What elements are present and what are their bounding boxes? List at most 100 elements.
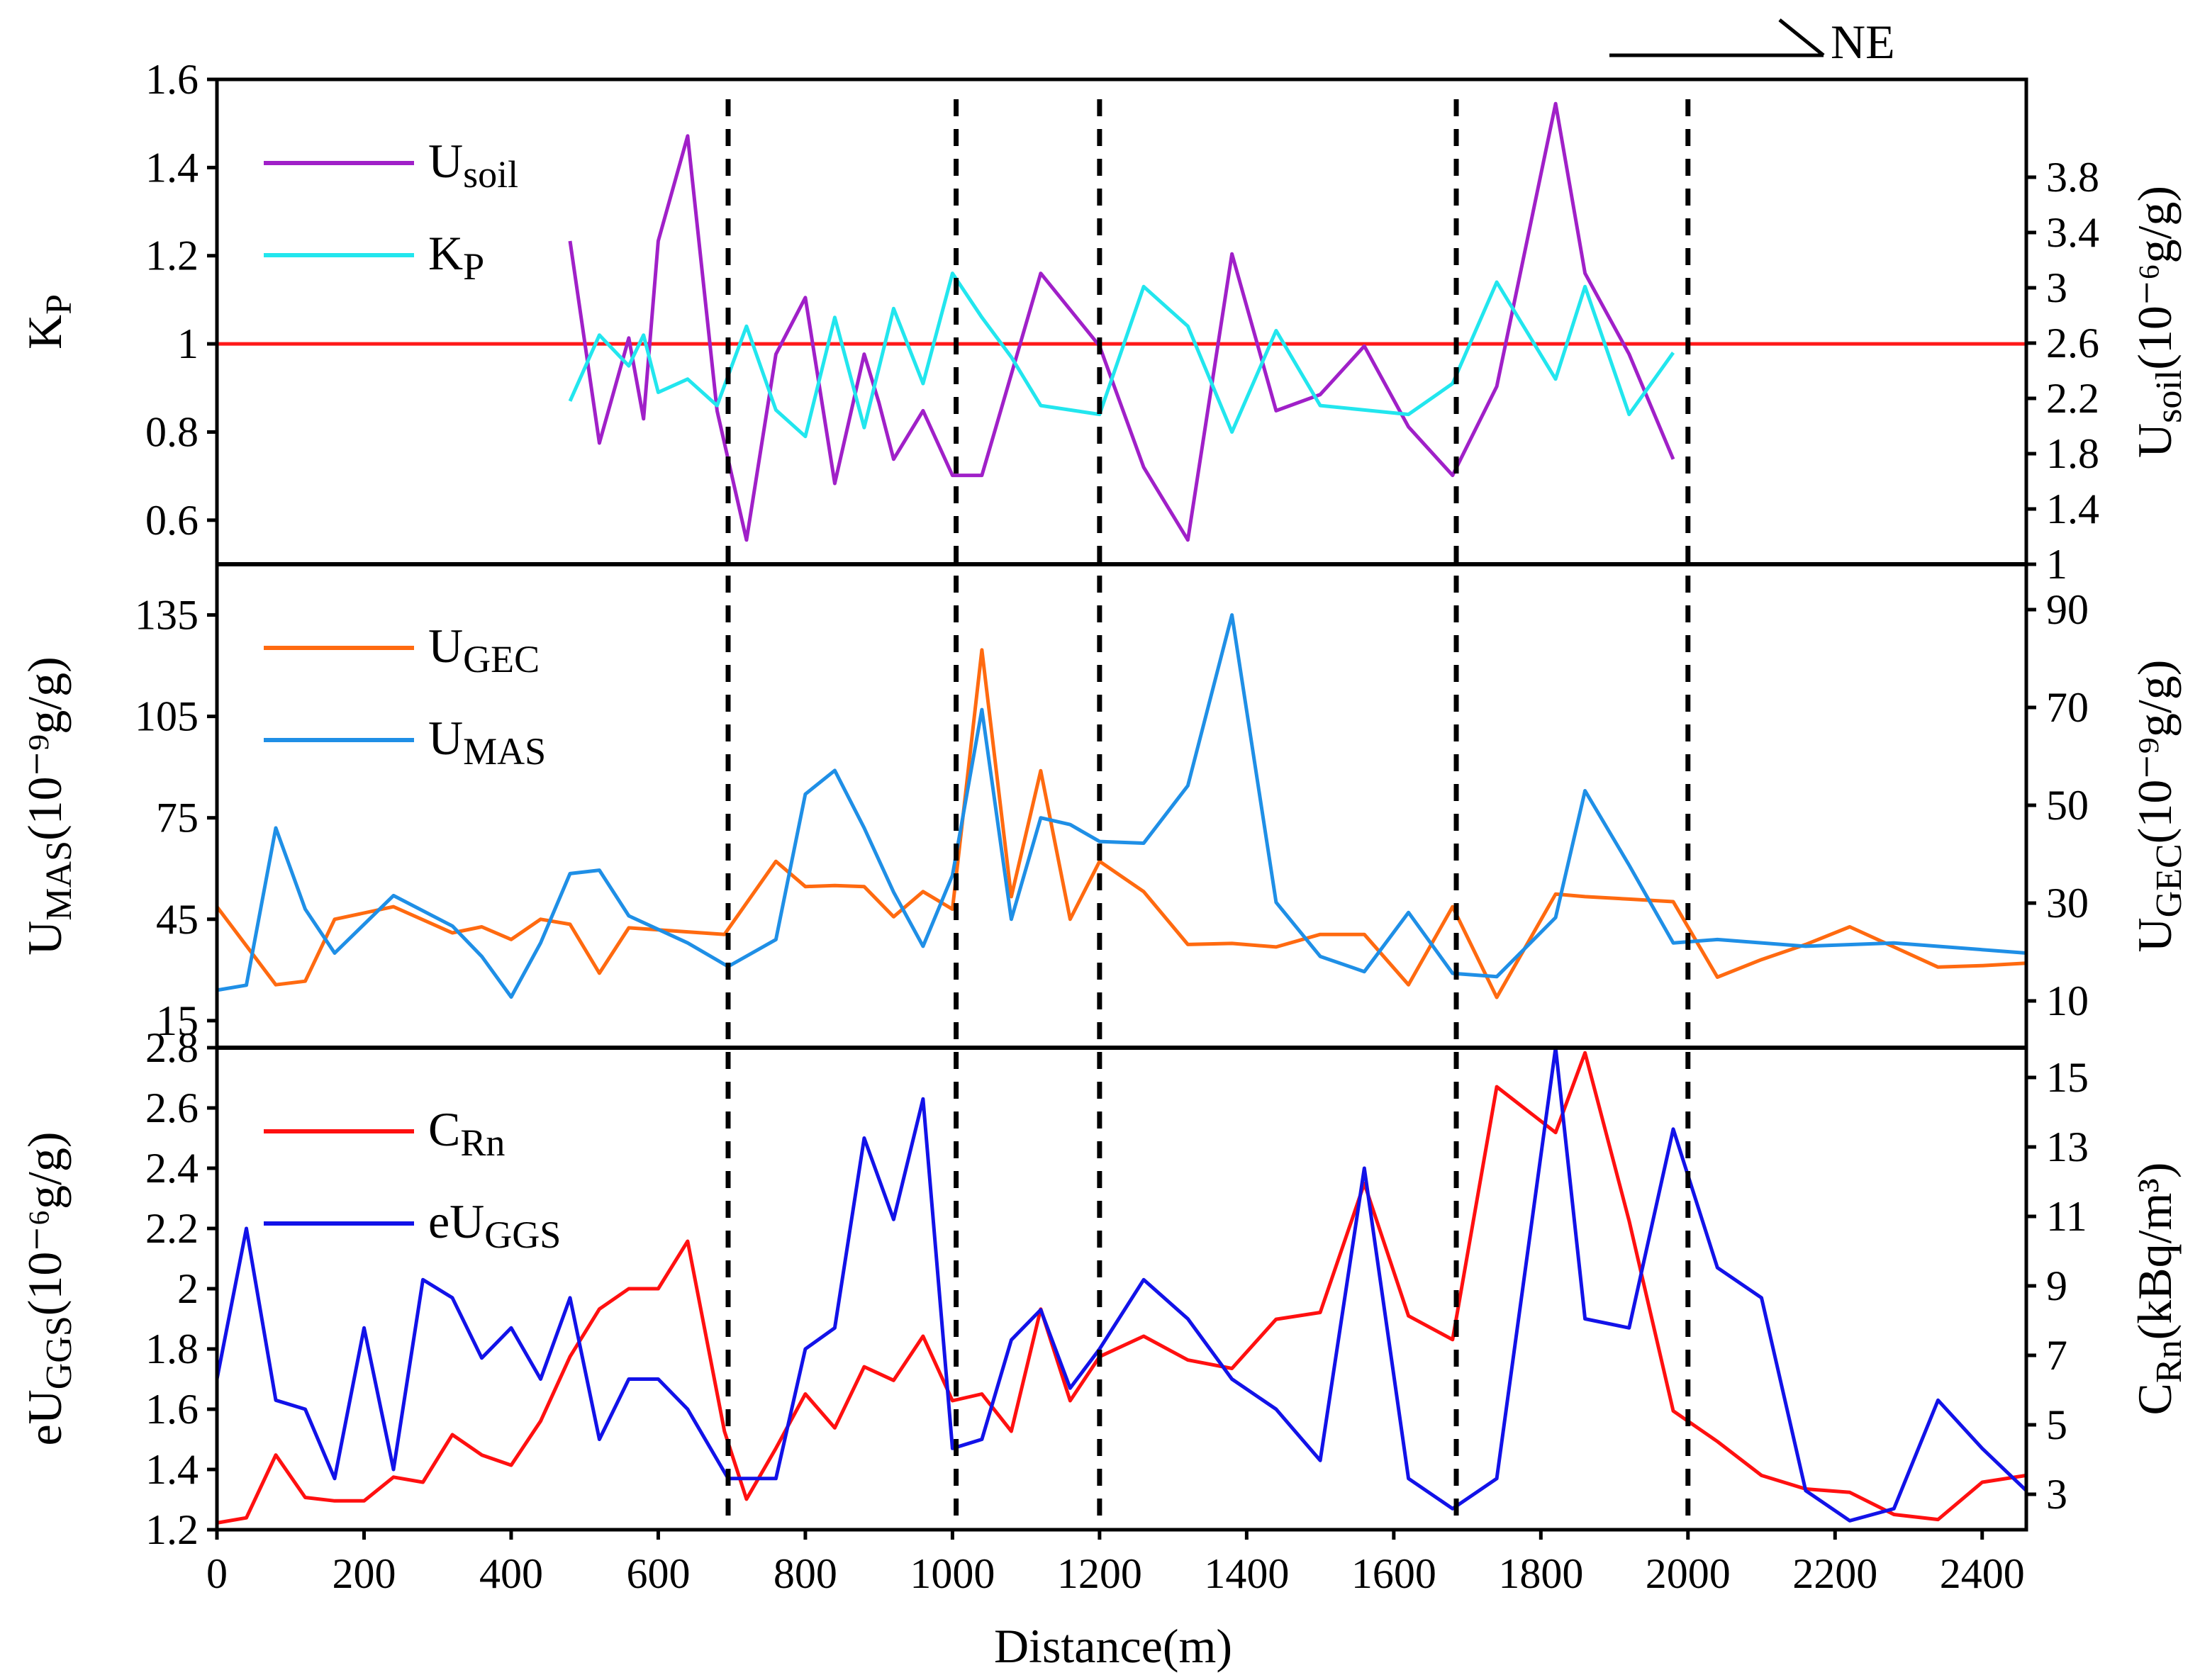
left-axis-label-sub: MAS <box>39 841 79 921</box>
left-tick-label: 1.4 <box>145 1446 199 1493</box>
left-tick-label: 2.4 <box>145 1145 199 1192</box>
x-tick-label: 1000 <box>910 1550 995 1597</box>
right-axis-label-sub: Rn <box>2149 1340 2189 1383</box>
x-tick-label: 2000 <box>1646 1550 1731 1597</box>
right-axis-label-tail: (10⁻⁹g/g) <box>2128 660 2182 844</box>
right-tick-label: 90 <box>2046 586 2089 633</box>
left-tick-label: 0.6 <box>145 497 199 544</box>
right-axis-label-tail: (kBq/m³) <box>2128 1163 2182 1340</box>
x-axis: Distance(m) 0 200 400 600 800 1000 1200 1400 160… <box>206 1530 2025 1673</box>
right-tick-label: 2.6 <box>2046 320 2099 366</box>
right-tick-label: 1.8 <box>2046 430 2099 477</box>
right-axis-label-sub: GEC <box>2149 844 2189 917</box>
x-tick-label: 2200 <box>1792 1550 1877 1597</box>
left-axis-label-tail: (10⁻⁶g/g) <box>18 1131 72 1316</box>
x-tick-label: 2400 <box>1940 1550 2025 1597</box>
left-axis-label: eUGGS(10⁻⁶g/g) <box>18 1131 79 1445</box>
direction-arrow-head <box>1778 18 1825 57</box>
x-tick-label: 1600 <box>1351 1550 1436 1597</box>
figure-frame <box>215 77 2028 1532</box>
left-tick-label: 1.4 <box>145 144 199 191</box>
left-tick-label: 105 <box>135 693 199 740</box>
legend-label: Usoil <box>428 134 518 196</box>
series-line-c-rn <box>216 1051 2027 1525</box>
panel-top: 0.60.811.21.41.611.41.82.22.633.43.8KPUs… <box>18 56 2189 588</box>
left-tick-label: 75 <box>156 795 199 841</box>
right-tick-label: 11 <box>2046 1193 2087 1240</box>
x-tick-label: 1200 <box>1057 1550 1142 1597</box>
series-line-u-soil <box>568 101 1675 542</box>
left-axis-label-main: K <box>18 315 72 349</box>
right-tick-label: 3 <box>2046 264 2067 311</box>
right-tick-label: 30 <box>2046 880 2089 926</box>
right-tick-label: 10 <box>2046 978 2089 1024</box>
x-tick-label: 800 <box>774 1550 837 1597</box>
right-tick-label: 3.4 <box>2046 209 2099 256</box>
x-tick-label: 0 <box>206 1550 228 1597</box>
right-tick-label: 1.4 <box>2046 486 2099 532</box>
right-axis-label-main: U <box>2128 423 2182 458</box>
x-tick-label: 1800 <box>1498 1550 1583 1597</box>
left-axis-label-tail: (10⁻⁹g/g) <box>18 656 72 841</box>
left-axis-label-sub: P <box>39 294 79 315</box>
direction-indicator: NE <box>1609 15 1895 69</box>
legend-label: UMAS <box>428 711 546 773</box>
left-axis-label: KP <box>18 294 79 349</box>
right-tick-label: 50 <box>2046 782 2089 829</box>
series-line-u-mas <box>216 613 2027 999</box>
dashed-boundary-lines <box>725 99 1691 1530</box>
right-tick-label: 13 <box>2046 1124 2089 1170</box>
left-tick-label: 1.6 <box>145 56 199 103</box>
left-tick-label: 135 <box>135 592 199 639</box>
left-tick-label: 2.6 <box>145 1085 199 1131</box>
left-tick-label: 2.2 <box>145 1205 199 1252</box>
series-line-u-gec <box>216 648 2027 999</box>
direction-label: NE <box>1831 15 1895 69</box>
legend-label: eUGGS <box>428 1194 561 1256</box>
left-axis-label-main: eU <box>18 1389 72 1445</box>
series-line-eu-ggs <box>215 1046 2028 1523</box>
legend-label-sub: P <box>463 245 484 288</box>
right-axis-label-tail: (10⁻⁶g/g) <box>2128 186 2182 370</box>
right-tick-label: 9 <box>2046 1262 2067 1309</box>
panel-bottom: 1.21.41.61.822.22.42.62.83579111315eUGGS… <box>18 1024 2189 1553</box>
left-tick-label: 1.6 <box>145 1386 199 1433</box>
legend-label-main: U <box>428 711 463 765</box>
panel-middle: 1545751051351030507090UMAS(10⁻⁹g/g)UGEC(… <box>18 586 2189 1044</box>
x-tick-label: 600 <box>626 1550 690 1597</box>
legend-label-main: U <box>428 619 463 673</box>
legend-label-sub: GEC <box>463 638 540 681</box>
plot-border <box>215 77 2028 1532</box>
left-tick-label: 15 <box>156 997 199 1044</box>
left-tick-label: 45 <box>156 896 199 943</box>
right-axis-label-sub: soil <box>2149 370 2189 423</box>
left-tick-label: 2.8 <box>145 1024 199 1071</box>
left-tick-label: 1 <box>177 320 199 367</box>
right-axis-label: UGEC(10⁻⁹g/g) <box>2128 660 2189 953</box>
legend-label-sub: soil <box>463 153 518 196</box>
left-axis-label-main: U <box>18 921 72 956</box>
legend-label-main: C <box>428 1102 460 1156</box>
legend-label-sub: Rn <box>460 1121 505 1164</box>
legend-label: KP <box>428 226 484 288</box>
x-tick-label: 200 <box>332 1550 396 1597</box>
left-tick-label: 0.8 <box>145 408 199 455</box>
left-tick-label: 1.2 <box>145 233 199 279</box>
right-tick-label: 2.2 <box>2046 375 2099 422</box>
legend-label-sub: GGS <box>484 1214 561 1256</box>
left-tick-label: 1.8 <box>145 1326 199 1372</box>
right-axis-label: Usoil(10⁻⁶g/g) <box>2128 186 2189 458</box>
right-tick-label: 3.8 <box>2046 154 2099 201</box>
right-axis-label-main: U <box>2128 917 2182 952</box>
right-tick-label: 7 <box>2046 1332 2067 1379</box>
x-axis-label: Distance(m) <box>994 1619 1232 1673</box>
x-tick-label: 400 <box>479 1550 543 1597</box>
right-axis-label: CRn(kBq/m³) <box>2128 1163 2189 1416</box>
left-tick-label: 2 <box>177 1265 199 1312</box>
right-tick-label: 15 <box>2046 1054 2089 1101</box>
legend-label: UGEC <box>428 619 540 681</box>
legend-label-main: K <box>428 226 463 280</box>
right-tick-label: 5 <box>2046 1401 2067 1448</box>
left-tick-label: 1.2 <box>145 1506 199 1553</box>
